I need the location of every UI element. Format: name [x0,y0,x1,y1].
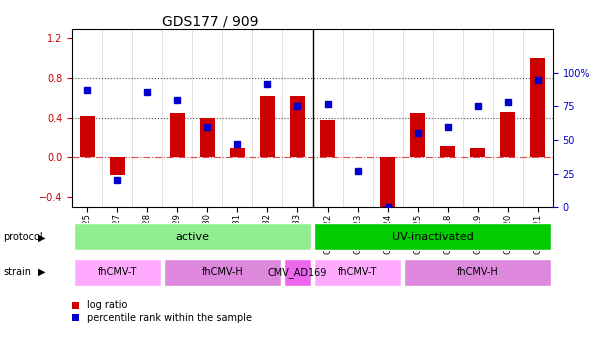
Text: active: active [175,231,209,242]
FancyBboxPatch shape [163,258,281,286]
Bar [471,147,486,157]
Text: protocol: protocol [3,232,43,242]
Bar [260,96,275,157]
FancyBboxPatch shape [314,223,552,250]
FancyBboxPatch shape [314,258,401,286]
Text: percentile rank within the sample: percentile rank within the sample [87,313,252,323]
FancyBboxPatch shape [73,258,160,286]
Text: UV-inactivated: UV-inactivated [392,231,474,242]
Bar [531,58,546,157]
Text: CMV_AD169: CMV_AD169 [268,267,327,278]
FancyBboxPatch shape [73,223,311,250]
FancyBboxPatch shape [404,258,552,286]
Bar [440,146,456,157]
Bar [170,113,185,157]
Text: fhCMV-T: fhCMV-T [338,267,377,277]
Text: fhCMV-H: fhCMV-H [201,267,243,277]
Text: fhCMV-T: fhCMV-T [97,267,137,277]
Text: strain: strain [3,267,31,277]
Bar [380,157,395,209]
Bar [501,112,516,157]
Bar [410,113,426,157]
Bar [230,147,245,157]
Text: ▶: ▶ [38,232,45,242]
Bar [290,96,305,157]
Bar [320,120,335,157]
Text: GDS177 / 909: GDS177 / 909 [162,14,258,28]
FancyBboxPatch shape [284,258,311,286]
Text: ▶: ▶ [38,267,45,277]
Text: fhCMV-H: fhCMV-H [457,267,499,277]
Bar [79,116,95,157]
Bar [110,157,125,175]
Bar [200,118,215,157]
Text: log ratio: log ratio [87,300,127,310]
